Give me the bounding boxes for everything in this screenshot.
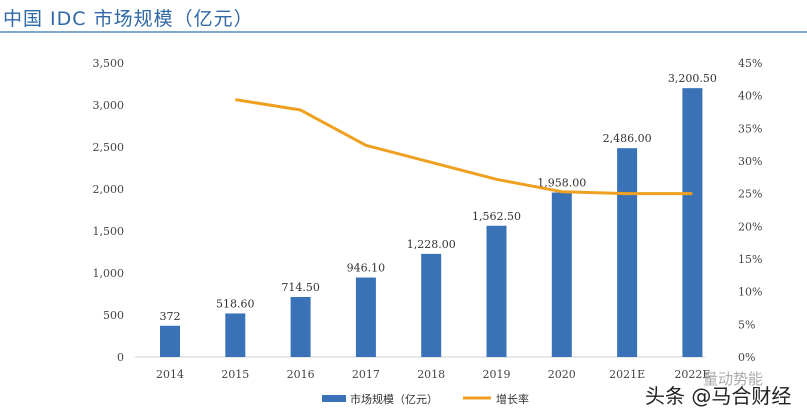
chart-title: 中国 IDC 市场规模（亿元）	[3, 8, 254, 30]
left-tick-label: 500	[103, 309, 124, 322]
x-tick-label: 2019	[483, 368, 511, 381]
legend-line-label: 增长率	[496, 392, 529, 406]
bar-data-label: 714.50	[281, 281, 320, 294]
x-tick-label: 2014	[156, 368, 184, 381]
left-tick-label: 2,000	[93, 183, 125, 196]
bar-2018	[421, 253, 442, 357]
bar-data-label: 946.10	[347, 262, 386, 275]
watermark-account: 头条 @马合财经	[645, 384, 792, 408]
x-tick-label: 2017	[352, 368, 380, 381]
right-tick-label: 5%	[738, 318, 755, 331]
left-tick-label: 1,000	[93, 267, 125, 280]
bar-data-label: 1,228.00	[407, 238, 456, 251]
bar-2017	[355, 277, 376, 357]
bar-data-label: 372	[160, 310, 181, 323]
bar-2015	[225, 313, 246, 357]
watermark-brand: 量动势能	[703, 370, 764, 388]
bar-data-label: 1,958.00	[537, 177, 586, 190]
bar-2020	[551, 192, 572, 357]
right-tick-label: 45%	[738, 57, 762, 70]
x-tick-label: 2020	[548, 368, 576, 381]
right-tick-label: 0%	[738, 351, 755, 364]
right-tick-label: 30%	[738, 155, 762, 168]
x-tick-label: 2016	[287, 368, 315, 381]
legend-bar-label: 市场规模（亿元）	[350, 392, 438, 406]
bar-2022E	[682, 88, 703, 358]
x-tick-label: 2015	[221, 368, 249, 381]
bar-2014	[160, 325, 180, 357]
right-tick-label: 20%	[738, 220, 762, 233]
left-tick-label: 0	[117, 351, 124, 364]
legend-bar-swatch	[322, 395, 346, 402]
right-tick-label: 10%	[738, 286, 762, 299]
growth-rate-line	[235, 98, 693, 196]
right-tick-label: 15%	[738, 253, 762, 266]
bar-data-label: 3,200.50	[668, 72, 717, 85]
left-tick-label: 2,500	[93, 141, 125, 154]
right-tick-label: 40%	[738, 90, 762, 103]
left-tick-label: 3,500	[93, 57, 125, 70]
right-tick-label: 25%	[738, 188, 762, 201]
left-tick-label: 1,500	[93, 225, 125, 238]
left-tick-label: 3,000	[93, 99, 125, 112]
bar-data-label: 2,486.00	[603, 132, 652, 145]
x-tick-label: 2021E	[609, 368, 645, 381]
x-tick-label: 2022E	[674, 368, 710, 381]
bar-2016	[290, 296, 311, 357]
x-tick-label: 2018	[417, 368, 445, 381]
bar-data-label: 1,562.50	[472, 210, 521, 223]
right-tick-label: 35%	[738, 122, 762, 135]
bar-data-label: 518.60	[216, 297, 255, 310]
bar-2019	[486, 225, 507, 357]
bar-2021E	[617, 148, 638, 357]
title-rule	[0, 31, 807, 33]
